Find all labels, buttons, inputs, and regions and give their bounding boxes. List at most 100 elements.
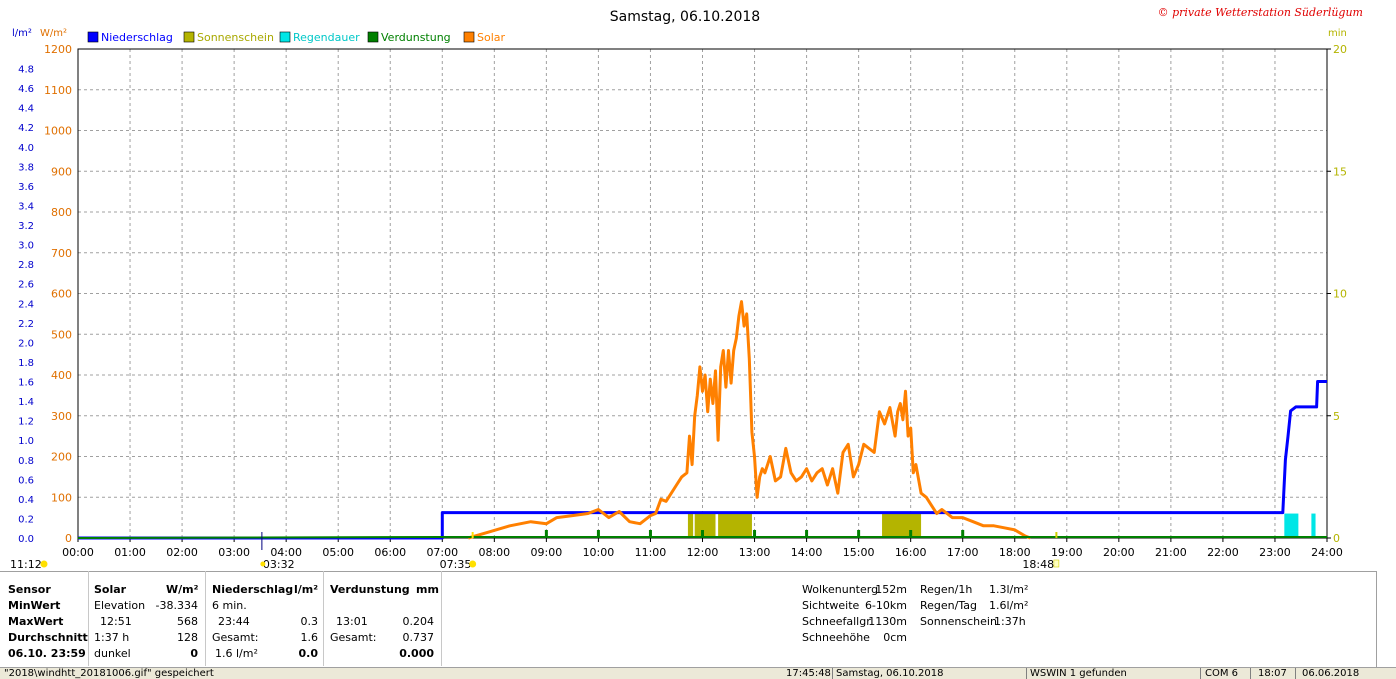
rain-tick-label: 1.0 bbox=[18, 436, 34, 447]
rain-tick-label: 3.0 bbox=[18, 241, 34, 252]
evap-unit: mm bbox=[416, 583, 439, 596]
rain-tick-label: 0.4 bbox=[18, 495, 34, 506]
sunshine-bar bbox=[694, 513, 716, 538]
x-tick-label: 16:00 bbox=[895, 546, 927, 559]
rain-tick-label: 2.0 bbox=[18, 338, 34, 349]
evap-avg-value: 0.737 bbox=[402, 631, 435, 644]
x-tick-label: 24:00 bbox=[1311, 546, 1343, 559]
x-tick-label: 11:00 bbox=[635, 546, 667, 559]
weather-label: Schneefallgr bbox=[802, 615, 871, 628]
evap-max-value: 0.204 bbox=[402, 615, 435, 628]
x-tick-label: 03:00 bbox=[218, 546, 250, 559]
sunshine-bar bbox=[687, 513, 694, 538]
weather-chart: Samstag, 06.10.2018 © private Wetterstat… bbox=[10, 6, 1363, 571]
evaporation-marker bbox=[648, 530, 652, 538]
rain-tick-label: 2.2 bbox=[18, 319, 34, 330]
rain-duration-bar bbox=[1311, 513, 1316, 538]
moon-label: 03:32 bbox=[263, 558, 295, 571]
minutes-tick-label: 10 bbox=[1333, 288, 1347, 301]
solar-last-label: dunkel bbox=[94, 647, 131, 660]
solar-tick-label: 400 bbox=[51, 369, 72, 382]
solar-min-label: Elevation bbox=[94, 599, 146, 612]
evaporation-marker bbox=[909, 530, 913, 538]
x-tick-label: 07:00 bbox=[426, 546, 458, 559]
x-tick-label: 08:00 bbox=[478, 546, 510, 559]
rain-tick-label: 0.6 bbox=[18, 475, 34, 486]
rain-tick-label: 4.4 bbox=[18, 104, 34, 115]
divider bbox=[441, 571, 442, 666]
rain-tick-label: 1.2 bbox=[18, 417, 34, 428]
rain-header: Niederschlag bbox=[212, 583, 294, 596]
sunshine-bar bbox=[882, 513, 922, 538]
x-tick-label: 18:00 bbox=[999, 546, 1031, 559]
rain-avg-value: 1.6 bbox=[300, 631, 319, 644]
status-device: WSWIN 1 gefunden bbox=[1030, 668, 1127, 679]
minutes-tick-label: 15 bbox=[1333, 165, 1347, 178]
evaporation-marker bbox=[805, 530, 809, 538]
status-port: COM 6 bbox=[1205, 668, 1239, 679]
statistics-panel bbox=[0, 571, 1377, 667]
weather-value: 1130m bbox=[868, 615, 907, 628]
solar-tick-label: 700 bbox=[51, 247, 72, 260]
status-file: "2018\windhtt_20181006.gif" gespeichert bbox=[4, 668, 214, 679]
rainsum-value: 1:37h bbox=[994, 615, 1026, 628]
solar-unit: W/m² bbox=[166, 583, 199, 596]
rain-unit: l/m² bbox=[294, 583, 319, 596]
minutes-tick-label: 20 bbox=[1333, 43, 1347, 56]
legend-swatch bbox=[367, 31, 379, 43]
evaporation-marker bbox=[701, 530, 704, 538]
solar-header: Solar bbox=[94, 583, 127, 596]
solar-last-value: 0 bbox=[190, 647, 198, 660]
rain-last-label: 1.6 l/m² bbox=[215, 647, 258, 660]
evap-last-value: 0.000 bbox=[399, 647, 434, 660]
x-tick-label: 00:00 bbox=[62, 546, 94, 559]
evaporation-marker bbox=[857, 530, 861, 538]
solar-tick-label: 1000 bbox=[44, 125, 72, 138]
rain-tick-label: 4.2 bbox=[18, 123, 34, 134]
line-series bbox=[77, 300, 1327, 540]
rain-last-value: 0.0 bbox=[298, 647, 319, 660]
legend-label: Solar bbox=[477, 31, 506, 44]
status-divider bbox=[1026, 668, 1027, 679]
legend: Niederschlag Sonnenschein Regendauer Verdun… bbox=[87, 31, 506, 44]
status-clock: 18:07 bbox=[1258, 668, 1287, 679]
sunshine-bar bbox=[718, 513, 752, 538]
sun-markers: 11:12 07:35 18:48 03:32 bbox=[10, 532, 1060, 571]
status-bar: "2018\windhtt_20181006.gif" gespeichert … bbox=[0, 667, 1396, 679]
rain-tick-label: 3.6 bbox=[18, 182, 34, 193]
rain-tick-label: 4.6 bbox=[18, 84, 34, 95]
solar-max-value: 568 bbox=[177, 615, 198, 628]
solar-tick-label: 200 bbox=[51, 451, 72, 464]
weather-label: Wolkenunterg bbox=[802, 583, 879, 596]
solar-tick-label: 300 bbox=[51, 410, 72, 423]
legend-swatch bbox=[279, 31, 291, 43]
solar-line bbox=[467, 300, 1031, 540]
status-time: 17:45:48 bbox=[786, 668, 831, 679]
rain-tick-label: 2.6 bbox=[18, 280, 34, 291]
legend-swatch bbox=[463, 31, 475, 43]
rainsum-label: Sonnenschein bbox=[920, 615, 997, 628]
x-tick-label: 09:00 bbox=[531, 546, 563, 559]
legend-label: Verdunstung bbox=[381, 31, 451, 44]
evaporation-marker bbox=[961, 530, 965, 538]
evap-avg-label: Gesamt: bbox=[330, 631, 377, 644]
x-tick-label: 05:00 bbox=[322, 546, 354, 559]
solar-min-value: -38.334 bbox=[155, 599, 198, 612]
rain-tick-label: 0.0 bbox=[18, 534, 34, 545]
evap-header: Verdunstung bbox=[330, 583, 410, 596]
solar-avg-value: 128 bbox=[177, 631, 198, 644]
moon-icon bbox=[260, 561, 266, 567]
solar-tick-label: 900 bbox=[51, 165, 72, 178]
rainsum-label: Regen/1h bbox=[920, 583, 973, 596]
status-divider bbox=[1295, 668, 1296, 679]
x-tick-label: 19:00 bbox=[1051, 546, 1083, 559]
divider bbox=[88, 571, 89, 666]
solar-tick-label: 800 bbox=[51, 206, 72, 219]
minutes-tick-label: 5 bbox=[1333, 410, 1340, 423]
divider bbox=[323, 571, 324, 666]
x-tick-label: 02:00 bbox=[166, 546, 198, 559]
solar-tick-label: 500 bbox=[51, 328, 72, 341]
status-divider bbox=[1200, 668, 1201, 679]
chart-title: Samstag, 06.10.2018 bbox=[610, 9, 760, 25]
rain-tick-label: 2.4 bbox=[18, 299, 34, 310]
